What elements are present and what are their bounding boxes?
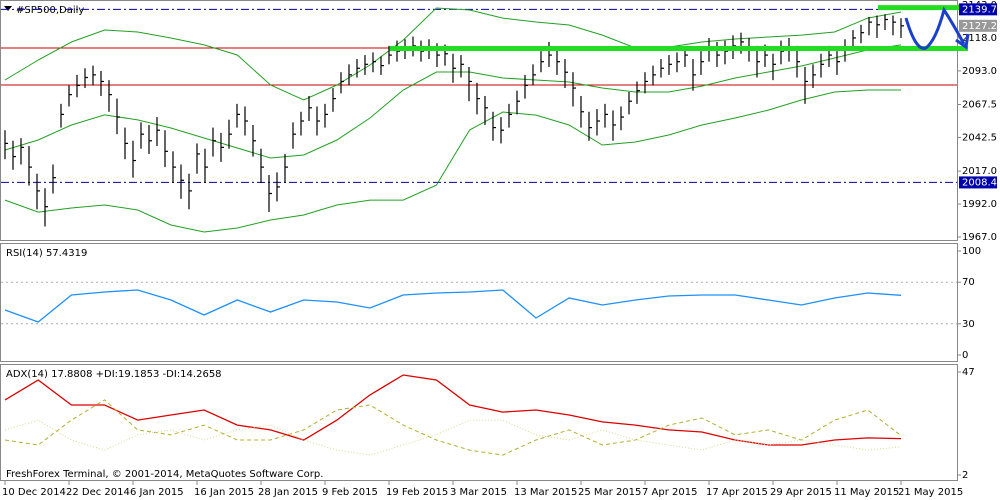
x-tick-label: 6 Jan 2015 [130,487,184,498]
chart-title: #SP500,Daily [16,5,84,16]
y-tick-label: 2067.5 [962,100,997,111]
y-tick-label: 70 [962,277,975,288]
bollinger-band [4,7,902,101]
adx-panel [0,364,958,481]
x-tick-label: 25 Mar 2015 [578,487,641,498]
price-label: 2008.4 [962,177,997,188]
y-tick-label: 2 [962,470,968,481]
x-tick-label: 10 Dec 2014 [2,487,66,498]
x-tick-label: 28 Jan 2015 [258,487,318,498]
menu-triangle [4,6,12,11]
y-tick-label: 1992.0 [962,199,997,210]
main-panel [0,0,958,241]
y-tick-label: 0 [962,350,968,361]
y-tick-label: 100 [962,246,981,257]
y-tick-label: 2093.0 [962,66,997,77]
x-tick-label: 19 Feb 2015 [386,487,448,498]
x-tick-label: 16 Jan 2015 [194,487,254,498]
price-label-box [959,176,997,189]
y-tick-label: 2042.5 [962,132,997,143]
x-tick-label: 21 May 2015 [898,487,963,498]
x-tick-label: 9 Feb 2015 [322,487,378,498]
x-tick-label: 7 Apr 2015 [642,487,697,498]
y-tick-label: 47 [962,367,975,378]
arrow-head [955,33,970,50]
x-tick-label: 11 May 2015 [834,487,899,498]
rsi-panel [0,243,958,362]
x-tick-label: 17 Apr 2015 [706,487,768,498]
price-label-box [959,3,997,16]
y-tick-label: 1967.0 [962,232,997,243]
x-tick-label: 13 Mar 2015 [514,487,577,498]
x-tick-label: 3 Mar 2015 [450,487,507,498]
footer: FreshForex Terminal, © 2001-2014, MetaQu… [6,469,323,480]
price-label-box [959,19,997,32]
rsi-title: RSI(14) 57.4319 [6,248,87,259]
y-tick-label: 2017.0 [962,166,997,177]
x-tick-label: 22 Dec 2014 [66,487,130,498]
indicator-line [4,289,902,323]
y-tick-label: 30 [962,319,975,330]
indicator-line [4,399,902,456]
x-tick-label: 29 Apr 2015 [770,487,832,498]
forecast-arrow [904,6,966,50]
price-label: 2127.2 [962,21,997,32]
bollinger-band [4,89,901,233]
indicator-line [4,374,902,446]
price-label: 2139.7 [962,4,997,15]
adx-title: ADX(14) 17.8808 +DI:19.1853 -DI:14.2658 [6,369,222,380]
y-tick-label: 2118.0 [962,33,997,44]
